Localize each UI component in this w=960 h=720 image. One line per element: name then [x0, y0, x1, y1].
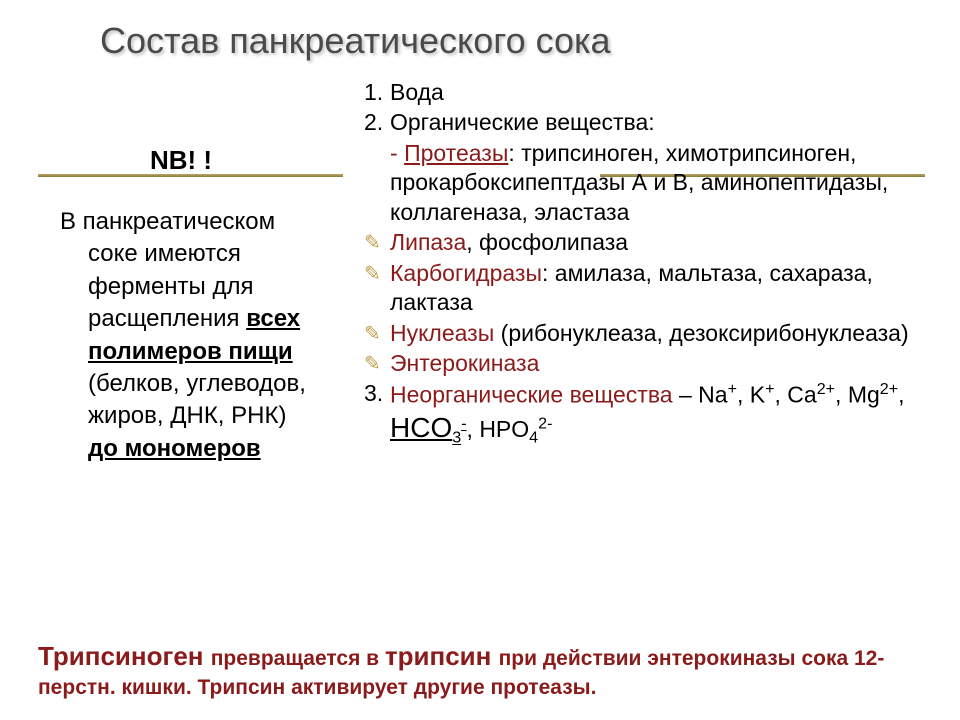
- left-line1: В панкреатическом: [60, 208, 275, 235]
- item-carbohydrases: ✎ Карбогидразы: амилаза, мальтаза, сахар…: [364, 259, 924, 318]
- item-2: 2.Органические вещества:: [364, 108, 924, 137]
- item-1: 1.Вода: [364, 78, 924, 107]
- left-line5: полимеров пищи: [88, 336, 360, 368]
- left-text-block: В панкреатическом соке имеются ферменты …: [60, 206, 360, 465]
- left-line8: до мономеров: [88, 433, 360, 465]
- left-line6: (белков, углеводов,: [88, 368, 360, 400]
- item-nucleases: ✎ Нуклеазы (рибонуклеаза, дезоксирибонук…: [364, 319, 924, 348]
- item-proteases: - Протеазы: трипсиноген, химотрипсиноген…: [364, 139, 924, 227]
- left-line3: ферменты для: [88, 271, 360, 303]
- left-column: NB! ! В панкреатическом соке имеются фер…: [60, 145, 360, 465]
- left-line4: расщепления всех: [88, 303, 360, 335]
- left-line2: соке имеются: [88, 238, 360, 270]
- item-enterokinase: ✎ Энтерокиназа: [364, 349, 924, 378]
- item-lipase: ✎ Липаза, фосфолипаза: [364, 228, 924, 257]
- nb-label: NB! !: [150, 145, 360, 176]
- right-column: 1.Вода 2.Органические вещества: - Протеа…: [364, 78, 924, 450]
- left-line7: жиров, ДНК, РНК): [88, 400, 360, 432]
- slide-title: Состав панкреатического сока: [100, 20, 611, 62]
- item-3: 3. Неорганические вещества – Na+, K+, Ca…: [364, 379, 924, 448]
- footer-note: Трипсиноген превращается в трипсин при д…: [38, 640, 928, 701]
